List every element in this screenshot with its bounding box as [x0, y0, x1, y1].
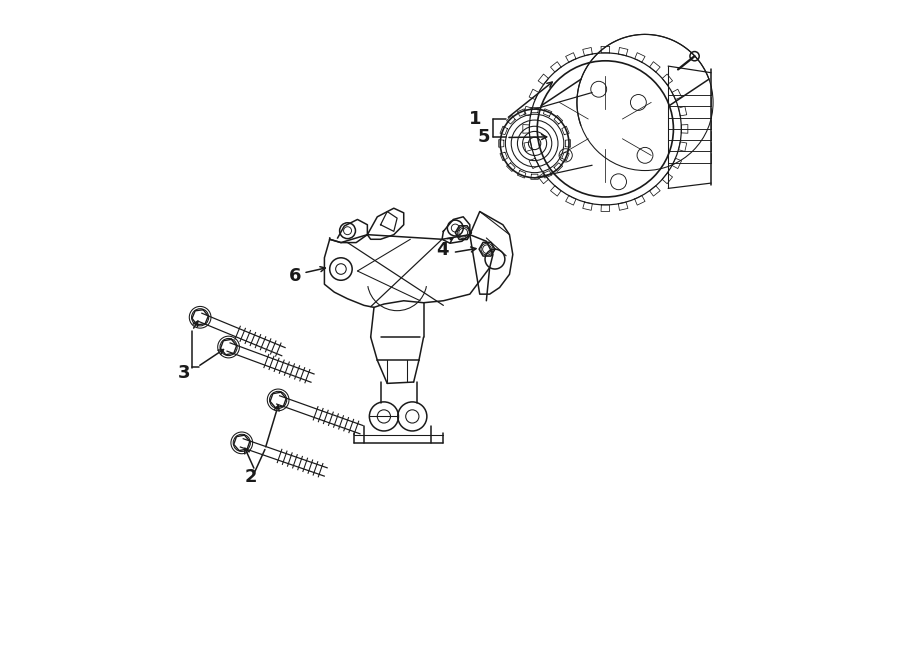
Text: 1: 1 [469, 110, 482, 128]
Text: 5: 5 [477, 128, 490, 147]
Text: 6: 6 [289, 267, 302, 286]
Text: 2: 2 [244, 468, 256, 486]
Text: 3: 3 [178, 364, 191, 383]
Text: 4: 4 [436, 241, 448, 259]
